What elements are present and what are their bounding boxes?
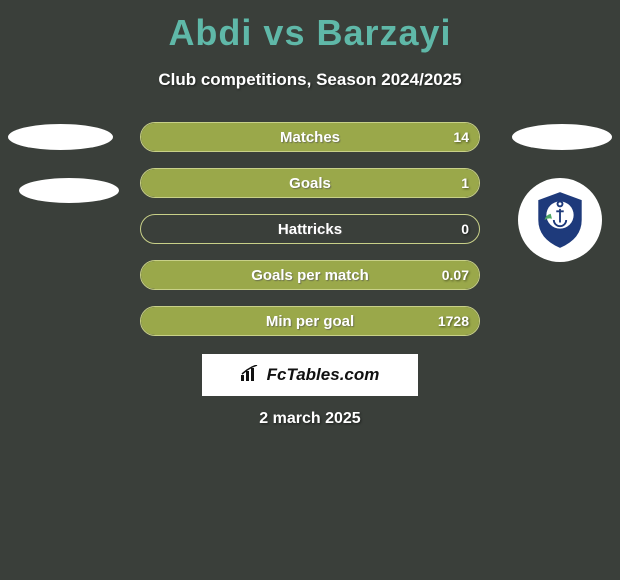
stat-right-value: 0 xyxy=(461,221,469,237)
brand-label: FcTables.com xyxy=(267,365,380,385)
stat-row-goals: Goals 1 xyxy=(140,168,480,198)
player-left-avatar-1 xyxy=(8,124,113,150)
stat-rows: Matches 14 Goals 1 Hattricks 0 Goals per… xyxy=(140,122,480,352)
stat-row-hattricks: Hattricks 0 xyxy=(140,214,480,244)
stat-row-matches: Matches 14 xyxy=(140,122,480,152)
date-label: 2 march 2025 xyxy=(0,410,620,428)
club-crest xyxy=(518,178,602,262)
player-left-avatar-2 xyxy=(19,178,119,203)
brand-box[interactable]: FcTables.com xyxy=(202,354,418,396)
stat-row-goals-per-match: Goals per match 0.07 xyxy=(140,260,480,290)
stat-label: Matches xyxy=(141,129,479,146)
stat-row-min-per-goal: Min per goal 1728 xyxy=(140,306,480,336)
stat-label: Hattricks xyxy=(141,221,479,238)
stat-right-value: 1728 xyxy=(438,313,469,329)
stat-label: Goals xyxy=(141,175,479,192)
stat-right-value: 1 xyxy=(461,175,469,191)
page-title: Abdi vs Barzayi xyxy=(0,0,620,54)
subtitle: Club competitions, Season 2024/2025 xyxy=(0,70,620,90)
stat-right-value: 14 xyxy=(453,129,469,145)
anchor-shield-icon xyxy=(529,189,591,251)
stat-right-value: 0.07 xyxy=(442,267,469,283)
stat-label: Goals per match xyxy=(141,267,479,284)
player-right-avatar xyxy=(512,124,612,150)
stat-label: Min per goal xyxy=(141,313,479,330)
chart-icon xyxy=(241,365,261,386)
